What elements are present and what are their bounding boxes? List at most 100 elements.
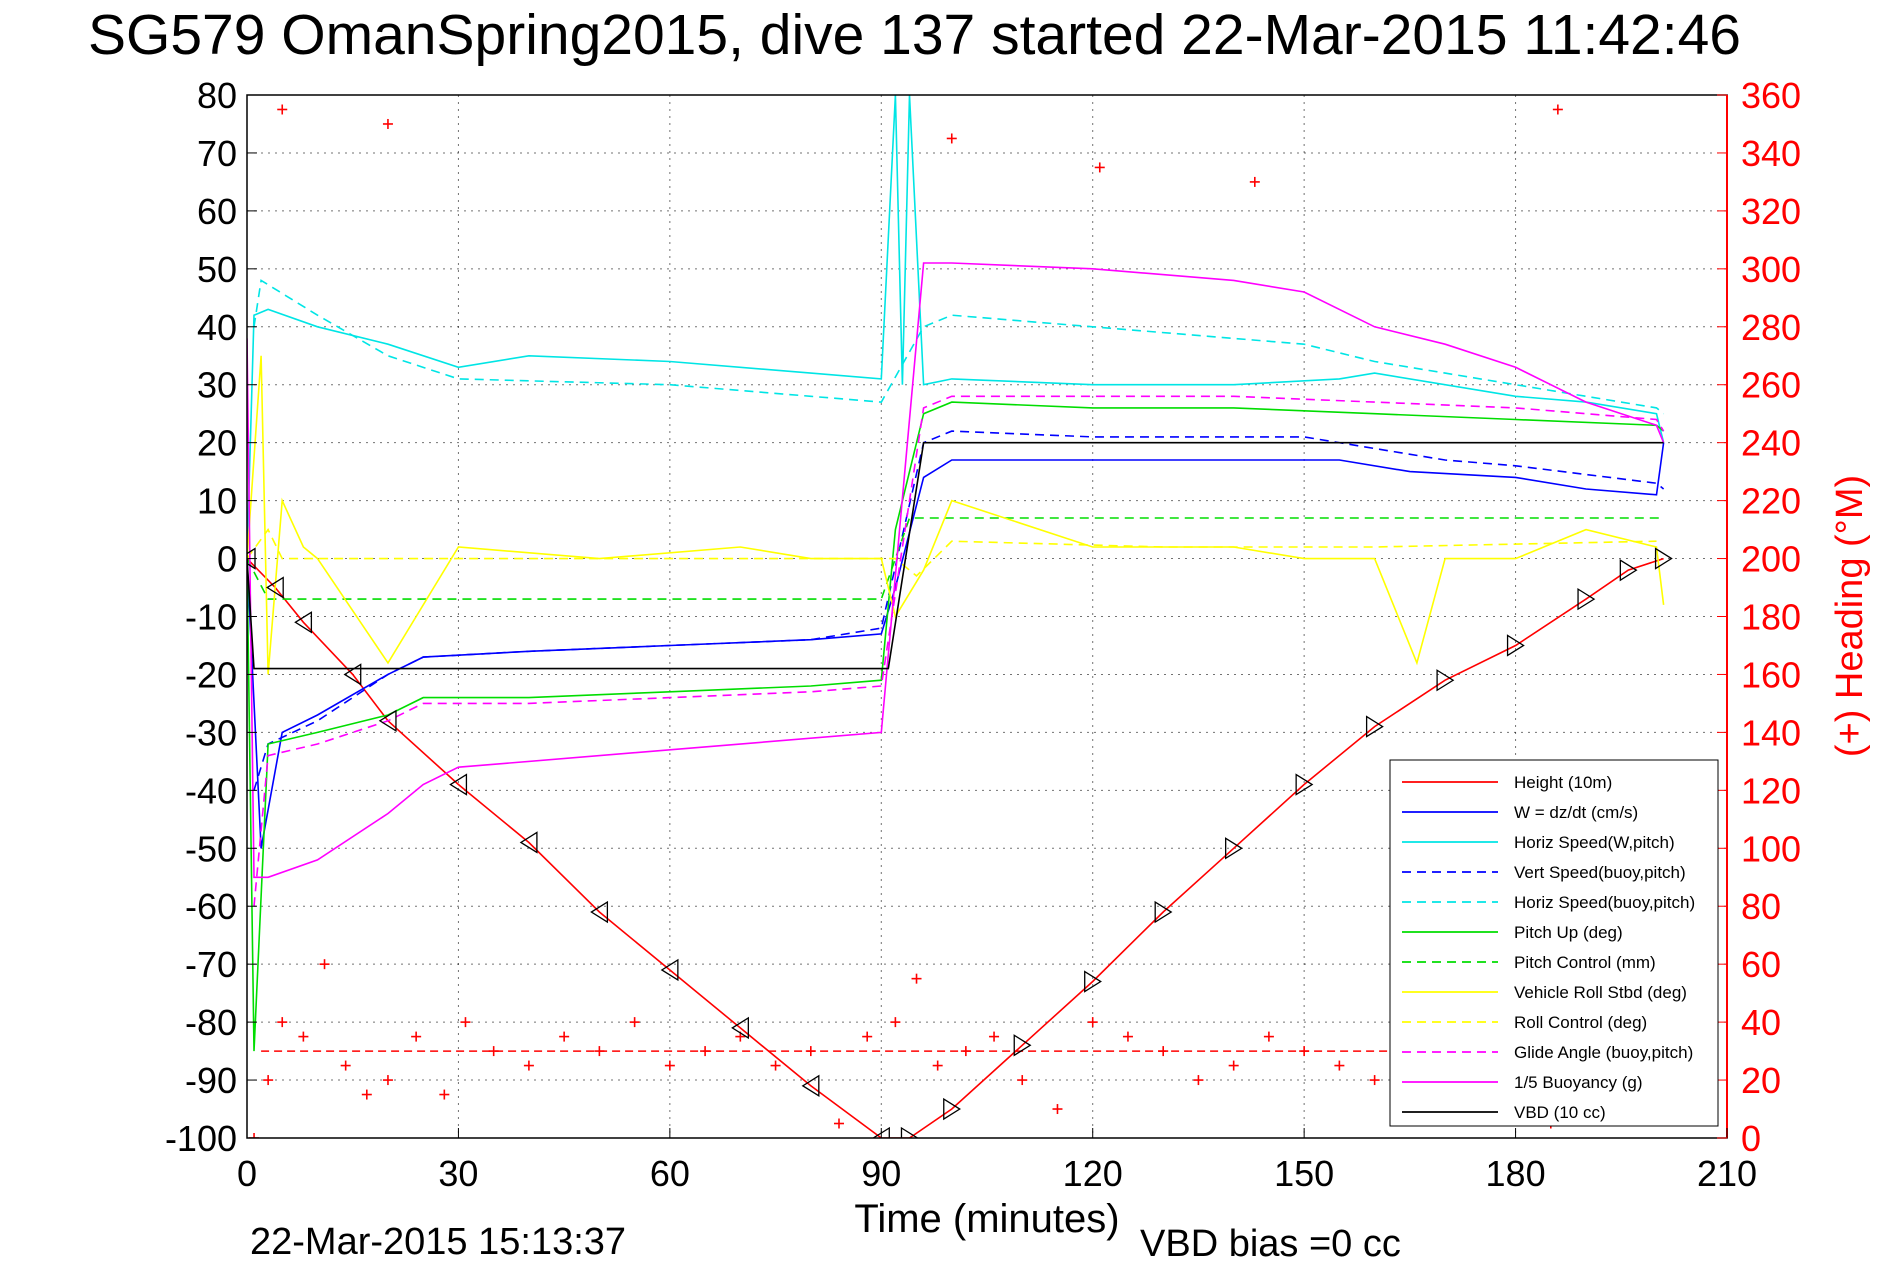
y-tick-label: 30: [197, 365, 237, 406]
heading-point: [1017, 1075, 1028, 1086]
legend-label: Roll Control (deg): [1514, 1013, 1647, 1032]
series-line-4: [253, 279, 1665, 415]
series-line-7: [247, 355, 1665, 675]
right-tick-label: 220: [1741, 481, 1801, 522]
heading-point: [263, 1075, 274, 1086]
x-tick-label: 90: [861, 1153, 901, 1194]
right-tick-label: 260: [1741, 365, 1801, 406]
y-tick-label: 50: [197, 249, 237, 290]
heading-point: [1299, 1046, 1310, 1057]
y-tick-label: 10: [197, 481, 237, 522]
right-tick-label: 360: [1741, 75, 1801, 116]
y-tick-label: 60: [197, 191, 237, 232]
depth-marker: [1436, 669, 1455, 692]
depth-marker: [1506, 634, 1525, 657]
y-tick-label: 40: [197, 307, 237, 348]
depth-marker: [1365, 715, 1384, 738]
legend-label: Vert Speed(buoy,pitch): [1514, 863, 1686, 882]
footer-vbd-bias: VBD bias =0 cc: [1140, 1223, 1401, 1262]
depth-marker: [900, 1126, 919, 1138]
legend-label: W = dz/dt (cm/s): [1514, 803, 1638, 822]
series-line-1: [247, 442, 1665, 849]
depth-marker: [660, 958, 679, 982]
heading-point: [1158, 1046, 1169, 1057]
depth-marker: [1154, 900, 1173, 924]
series-line-11: [247, 441, 1664, 670]
heading-point: [932, 1060, 943, 1071]
series-line-10: [247, 262, 1665, 879]
depth-marker: [590, 900, 609, 924]
series-line-8: [247, 528, 1657, 577]
heading-point: [277, 1017, 288, 1028]
x-tick-label: 210: [1697, 1153, 1757, 1194]
series-line-2: [247, 95, 1665, 559]
depth-marker: [294, 611, 313, 634]
depth-marker: [1619, 558, 1638, 582]
heading-point: [1122, 1031, 1133, 1042]
y-tick-label: -70: [185, 944, 237, 985]
series-line-5: [247, 401, 1665, 1052]
heading-point: [594, 1046, 605, 1057]
y-tick-label: 70: [197, 133, 237, 174]
heading-point: [1334, 1060, 1345, 1071]
legend-label: Glide Angle (buoy,pitch): [1514, 1043, 1693, 1062]
footer-timestamp: 22-Mar-2015 15:13:37: [250, 1221, 626, 1262]
heading-point-upper: [946, 133, 957, 144]
x-tick-label: 30: [438, 1153, 478, 1194]
heading-point: [911, 973, 922, 984]
heading-point: [523, 1060, 534, 1071]
right-tick-label: 200: [1741, 539, 1801, 580]
series-line-6: [247, 517, 1664, 600]
right-tick-label: 20: [1741, 1060, 1781, 1101]
heading-point: [460, 1017, 471, 1028]
legend-label: Pitch Control (mm): [1514, 953, 1656, 972]
x-tick-label: 0: [237, 1153, 257, 1194]
heading-point: [770, 1060, 781, 1071]
y-tick-label: 80: [197, 75, 237, 116]
y-tick-label: -30: [185, 712, 237, 753]
right-tick-label: 0: [1741, 1118, 1761, 1159]
series-line-3: [253, 430, 1665, 791]
depth-marker: [1013, 1034, 1032, 1057]
legend: Height (10m) W = dz/dt (cm/s) Horiz Speed(…: [1389, 759, 1719, 1127]
heading-point: [629, 1017, 640, 1028]
heading-point-upper: [277, 104, 288, 115]
x-tick-label: 60: [650, 1153, 690, 1194]
right-axis-ticks: 3603403203002802602402202001801601401201…: [1717, 75, 1801, 1159]
y-axis-ticks: 80 70 60 50 40 30 20 10 0 -10 -20 -30 -40 -50 -60 -70 -8…: [165, 75, 257, 1159]
heading-point: [1193, 1075, 1204, 1086]
depth-marker: [265, 576, 284, 599]
heading-point-upper: [1552, 104, 1563, 115]
heading-point: [805, 1046, 816, 1057]
depth-marker: [449, 773, 468, 796]
right-tick-label: 280: [1741, 307, 1801, 348]
y-tick-label: -60: [185, 886, 237, 927]
right-axis-label: (+) Heading (°M): [1829, 475, 1871, 757]
y-tick-label: 0: [217, 539, 237, 580]
right-tick-label: 80: [1741, 886, 1781, 927]
heading-point: [488, 1046, 499, 1057]
heading-point: [249, 1133, 260, 1138]
legend-label: Pitch Up (deg): [1514, 923, 1623, 942]
heading-point: [559, 1031, 570, 1042]
right-tick-label: 340: [1741, 133, 1801, 174]
heading-point: [319, 959, 330, 970]
heading-point-upper: [382, 118, 393, 129]
y-tick-label: 20: [197, 423, 237, 464]
depth-marker: [801, 1074, 820, 1098]
depth-marker: [1654, 547, 1673, 570]
legend-label: Vehicle Roll Stbd (deg): [1514, 983, 1687, 1002]
heading-point: [382, 1075, 393, 1086]
legend-box: [1389, 759, 1719, 1127]
heading-point: [298, 1031, 309, 1042]
heading-point: [862, 1031, 873, 1042]
heading-point: [411, 1031, 422, 1042]
right-tick-label: 140: [1741, 712, 1801, 753]
heading-point-upper: [1249, 176, 1260, 187]
x-axis-label: Time (minutes): [854, 1197, 1119, 1241]
heading-point-upper: [1094, 162, 1105, 173]
y-tick-label: -20: [185, 654, 237, 695]
chart-title: SG579 OmanSpring2015, dive 137 started 2…: [88, 3, 1741, 67]
legend-label: Horiz Speed(W,pitch): [1514, 833, 1675, 852]
